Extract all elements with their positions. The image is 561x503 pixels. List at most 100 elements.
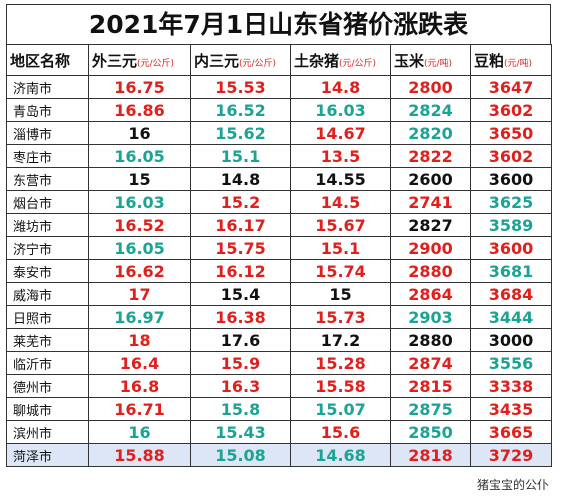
row: 临沂市 16.4 15.9 15.28 2874 3556: [6, 351, 552, 375]
price-cell: 2824: [390, 98, 471, 122]
table-body: 济南市 16.75 15.53 14.8 2800 3647 青岛市 16.86 16.52 16…: [6, 75, 552, 467]
header-unit: (元/吨): [504, 58, 533, 69]
price-cell: 3435: [470, 397, 552, 421]
price-cell: 15.9: [190, 351, 291, 375]
price-cell: 2741: [390, 190, 471, 214]
price-cell: 14.67: [290, 121, 391, 145]
price-cell: 3650: [470, 121, 552, 145]
header-cell: 玉米(元/吨): [390, 44, 471, 76]
price-cell: 16.86: [88, 98, 191, 122]
header-unit: (元/公斤): [239, 58, 277, 69]
price-cell: 2820: [390, 121, 471, 145]
price-cell: 15.08: [190, 443, 291, 467]
price-cell: 15.74: [290, 259, 391, 283]
price-cell: 2600: [390, 167, 471, 191]
watermark: 猪宝宝的公仆: [476, 478, 549, 492]
price-cell: 17.2: [290, 328, 391, 352]
city-cell: 东营市: [6, 167, 89, 191]
price-cell: 16.03: [88, 190, 191, 214]
price-cell: 2800: [390, 75, 471, 99]
header-name: 豆粕: [474, 51, 505, 70]
price-cell: 15: [88, 167, 191, 191]
price-cell: 2864: [390, 282, 471, 306]
price-cell: 17.6: [190, 328, 291, 352]
price-cell: 3647: [470, 75, 552, 99]
city-cell: 威海市: [6, 282, 89, 306]
price-cell: 3681: [470, 259, 552, 283]
header-cell: 内三元(元/公斤): [190, 44, 291, 76]
price-cell: 3602: [470, 98, 552, 122]
price-cell: 15.62: [190, 121, 291, 145]
price-cell: 14.5: [290, 190, 391, 214]
city-cell: 泰安市: [6, 259, 89, 283]
price-cell: 15.6: [290, 420, 391, 444]
price-cell: 2880: [390, 259, 471, 283]
header-unit: (元/吨): [424, 58, 453, 69]
city-cell: 淄博市: [6, 121, 89, 145]
header-cell: 土杂猪(元/公斤): [290, 44, 391, 76]
price-cell: 2818: [390, 443, 471, 467]
price-cell: 16: [88, 121, 191, 145]
row: 东营市 15 14.8 14.55 2600 3600: [6, 167, 552, 191]
price-cell: 15.43: [190, 420, 291, 444]
price-cell: 2900: [390, 236, 471, 260]
price-cell: 16.71: [88, 397, 191, 421]
price-cell: 18: [88, 328, 191, 352]
price-cell: 15.73: [290, 305, 391, 329]
price-cell: 16.12: [190, 259, 291, 283]
price-cell: 14.8: [190, 167, 291, 191]
price-cell: 16.05: [88, 144, 191, 168]
title: 2021年7月1日山东省猪价涨跌表: [6, 4, 551, 44]
price-cell: 3589: [470, 213, 552, 237]
price-cell: 3600: [470, 167, 552, 191]
row: 潍坊市 16.52 16.17 15.67 2827 3589: [6, 213, 552, 237]
price-cell: 15.8: [190, 397, 291, 421]
header-row: 地区名称 外三元(元/公斤) 内三元(元/公斤) 土杂猪(元/公斤) 玉米(元/吨) 豆粕…: [6, 44, 552, 76]
city-cell: 滨州市: [6, 420, 89, 444]
price-cell: 2850: [390, 420, 471, 444]
header-cell: 豆粕(元/吨): [470, 44, 552, 76]
header-unit: (元/公斤): [137, 58, 175, 69]
header-cell: 地区名称: [6, 44, 89, 76]
price-cell: 16.97: [88, 305, 191, 329]
price-cell: 16.52: [88, 213, 191, 237]
city-cell: 临沂市: [6, 351, 89, 375]
city-cell: 青岛市: [6, 98, 89, 122]
price-cell: 16.4: [88, 351, 191, 375]
row: 枣庄市 16.05 15.1 13.5 2822 3602: [6, 144, 552, 168]
city-cell: 日照市: [6, 305, 89, 329]
price-cell: 16.05: [88, 236, 191, 260]
price-cell: 15.28: [290, 351, 391, 375]
price-cell: 3600: [470, 236, 552, 260]
price-cell: 2880: [390, 328, 471, 352]
price-cell: 16.8: [88, 374, 191, 398]
price-cell: 17: [88, 282, 191, 306]
header-name: 玉米: [394, 51, 425, 70]
row: 莱芜市 18 17.6 17.2 2880 3000: [6, 328, 552, 352]
header-name: 土杂猪: [294, 51, 340, 70]
city-cell: 菏泽市: [6, 443, 89, 467]
row: 威海市 17 15.4 15 2864 3684: [6, 282, 552, 306]
row: 青岛市 16.86 16.52 16.03 2824 3602: [6, 98, 552, 122]
price-cell: 2822: [390, 144, 471, 168]
header-name: 外三元: [92, 51, 138, 70]
row: 泰安市 16.62 16.12 15.74 2880 3681: [6, 259, 552, 283]
price-cell: 2903: [390, 305, 471, 329]
header-name: 地区名称: [10, 51, 71, 70]
price-cell: 2815: [390, 374, 471, 398]
price-cell: 14.8: [290, 75, 391, 99]
price-cell: 15: [290, 282, 391, 306]
price-cell: 2874: [390, 351, 471, 375]
price-cell: 15.58: [290, 374, 391, 398]
city-cell: 德州市: [6, 374, 89, 398]
price-cell: 15.07: [290, 397, 391, 421]
price-cell: 15.88: [88, 443, 191, 467]
row: 菏泽市 15.88 15.08 14.68 2818 3729: [6, 443, 552, 467]
row: 淄博市 16 15.62 14.67 2820 3650: [6, 121, 552, 145]
price-cell: 2827: [390, 213, 471, 237]
city-cell: 枣庄市: [6, 144, 89, 168]
price-cell: 3000: [470, 328, 552, 352]
price-cell: 2875: [390, 397, 471, 421]
price-cell: 15.2: [190, 190, 291, 214]
